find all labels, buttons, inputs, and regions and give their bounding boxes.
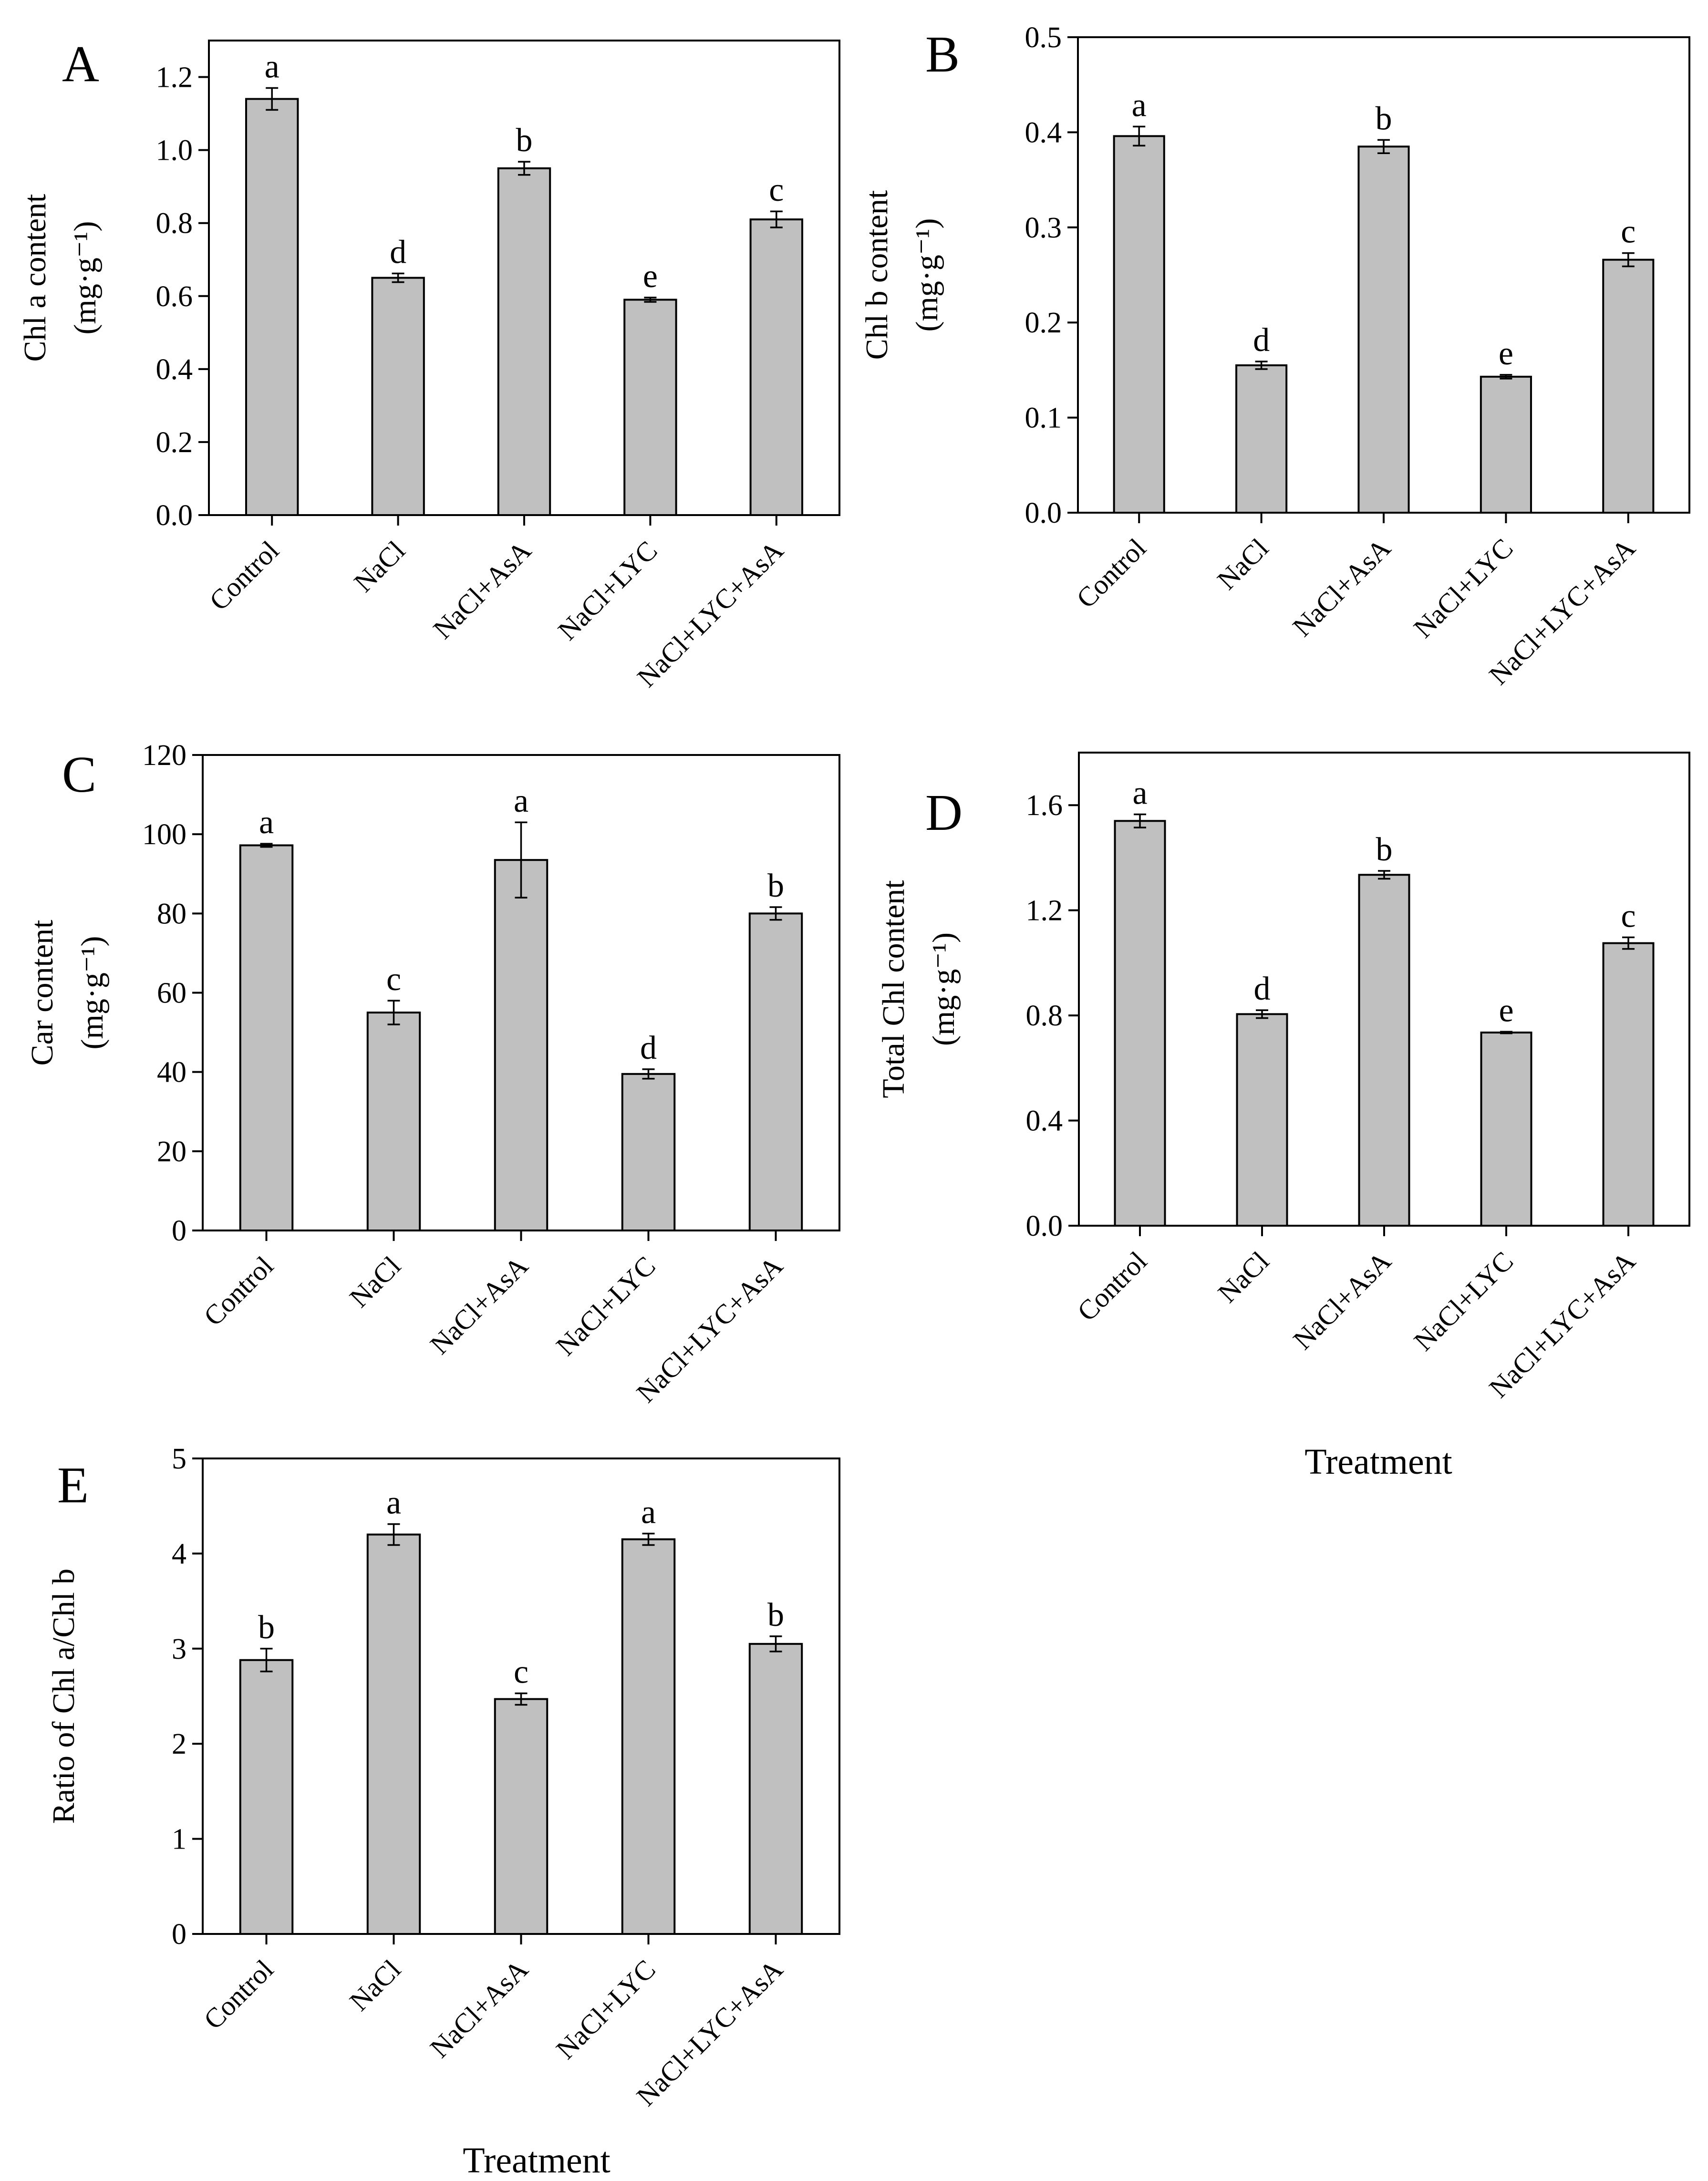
panel-b-y-tick-label: 0.4: [1025, 116, 1062, 149]
panel-a-bar-nacl: [371, 277, 425, 516]
panel-d-significance-control: a: [1132, 775, 1147, 812]
panel-a-y-tick-label: 0.8: [156, 207, 193, 240]
panel-d-bar-nacl-lyc: [1480, 1031, 1532, 1227]
panel-c-y-tick-label: 100: [142, 818, 186, 851]
panel-c-significance-control: a: [259, 804, 274, 841]
panel-d-significance-nacl-lyc: e: [1499, 992, 1513, 1029]
panel-a-bar-control: [245, 98, 299, 516]
panel-c-y-axis-title: Car content: [25, 920, 60, 1065]
panel-c-significance-nacl-asa: a: [514, 783, 528, 819]
panel-a-y-tick-label: 0.2: [156, 426, 193, 459]
panel-e-significance-nacl: a: [386, 1485, 401, 1521]
panel-e-bar-nacl: [366, 1533, 421, 1935]
panel-a-y-axis-title: Chl a content: [18, 194, 52, 362]
panel-d-y-tick-label: 0.4: [1026, 1105, 1063, 1137]
panel-a-significance-control: a: [265, 49, 279, 85]
panel-c-y-tick-label: 0: [172, 1215, 186, 1247]
panel-b-y-tick-label: 0.2: [1025, 307, 1062, 339]
panel-c-letter: C: [62, 746, 96, 803]
panel-b-bar-nacl-lyc-asa: [1602, 258, 1655, 514]
panel-c-significance-nacl-lyc-asa: b: [767, 868, 784, 904]
panel-b-y-tick-label: 0.5: [1025, 21, 1062, 54]
panel-b-y-axis-title: Chl b content: [859, 190, 894, 360]
panel-e-y-tick-label: 2: [172, 1728, 186, 1760]
panel-b-bar-control: [1113, 135, 1165, 514]
panel-c-significance-nacl-lyc: d: [640, 1030, 657, 1066]
panel-b-significance-nacl: d: [1253, 322, 1270, 359]
panel-d-significance-nacl-lyc-asa: c: [1621, 898, 1636, 934]
panel-c-y-tick-label: 80: [157, 898, 186, 930]
panel-b-bar-nacl: [1235, 364, 1288, 514]
panel-d-bar-control: [1114, 820, 1166, 1227]
panel-b-letter: B: [925, 26, 960, 83]
panel-b-bar-nacl-asa: [1357, 145, 1410, 514]
panel-b-bar-nacl-lyc: [1480, 375, 1532, 514]
panel-d-significance-nacl: d: [1254, 971, 1271, 1007]
panel-c-y-tick-label: 120: [142, 739, 186, 772]
panel-b-significance-nacl-asa: b: [1376, 100, 1392, 137]
panel-c-significance-nacl: c: [386, 961, 401, 998]
panel-a-letter: A: [62, 36, 99, 93]
panel-d-y-axis-unit: (mg·g⁻¹): [926, 932, 961, 1046]
panel-e-bar-nacl-lyc-asa: [748, 1643, 803, 1935]
panel-a-bar-nacl-lyc: [623, 299, 677, 517]
panel-c-bar-control: [239, 844, 294, 1232]
panel-e-y-tick-label: 1: [172, 1823, 186, 1856]
panel-a-significance-nacl-asa: b: [516, 122, 533, 159]
panel-a-significance-nacl-lyc-asa: c: [769, 172, 784, 208]
panel-a-y-tick-label: 1.0: [156, 134, 193, 167]
panel-b-significance-nacl-lyc-asa: c: [1621, 214, 1636, 250]
panel-b-y-axis-unit: (mg·g⁻¹): [910, 218, 944, 332]
panel-e-bar-nacl-asa: [494, 1698, 549, 1935]
panel-c-y-tick-label: 40: [157, 1056, 186, 1089]
panel-c-y-tick-label: 60: [157, 977, 186, 1010]
panel-a-significance-nacl-lyc: e: [643, 258, 658, 295]
panel-d-y-tick-label: 1.6: [1026, 789, 1063, 822]
panel-a-y-tick-label: 0.4: [156, 353, 193, 386]
panel-d-y-tick-label: 0.8: [1026, 1000, 1063, 1032]
panel-d-y-axis-title: Total Chl content: [876, 880, 911, 1098]
panel-e-y-tick-label: 0: [172, 1918, 186, 1951]
panel-a-y-axis-unit: (mg·g⁻¹): [68, 221, 103, 335]
panel-d-significance-nacl-asa: b: [1376, 831, 1393, 868]
panel-b-y-tick-label: 0.1: [1025, 402, 1062, 434]
panel-a-y-tick-label: 0.6: [156, 280, 193, 313]
panel-e-y-axis-title: Ratio of Chl a/Chl b: [46, 1569, 81, 1824]
panel-c-y-tick-label: 20: [157, 1136, 186, 1168]
panel-e-significance-control: b: [258, 1609, 275, 1646]
panel-e-significance-nacl-lyc-asa: b: [767, 1597, 784, 1633]
panel-d-bar-nacl-asa: [1358, 874, 1410, 1227]
panel-e-y-tick-label: 4: [172, 1538, 186, 1570]
panel-a-y-tick-label: 0.0: [156, 499, 193, 532]
panel-e-y-tick-label: 5: [172, 1443, 186, 1475]
panel-b-significance-control: a: [1132, 87, 1147, 124]
panel-a-y-tick-label: 1.2: [156, 62, 193, 94]
panel-d-bar-nacl: [1236, 1013, 1288, 1227]
panel-e-x-title: Treatment: [463, 2140, 611, 2181]
panel-a-bar-nacl-asa: [497, 167, 551, 516]
panel-c-bar-nacl-asa: [494, 859, 549, 1231]
panel-c-y-axis-unit: (mg·g⁻¹): [75, 936, 110, 1050]
panel-e-bar-control: [239, 1659, 294, 1935]
panel-a-significance-nacl: d: [390, 234, 406, 270]
panel-d-y-tick-label: 1.2: [1026, 895, 1063, 927]
panel-a-bar-nacl-lyc-asa: [749, 218, 804, 516]
panel-e-significance-nacl-lyc: a: [641, 1494, 656, 1531]
panel-e-bar-nacl-lyc: [621, 1538, 676, 1935]
panel-d-x-title: Treatment: [1304, 1442, 1452, 1482]
panel-c-bar-nacl-lyc: [621, 1073, 676, 1231]
panel-c-bar-nacl-lyc-asa: [748, 912, 803, 1232]
panel-c-bar-nacl: [366, 1012, 421, 1232]
panel-d-letter: D: [925, 785, 963, 841]
panel-b-significance-nacl-lyc: e: [1499, 335, 1513, 372]
panel-b-y-tick-label: 0.0: [1025, 497, 1062, 529]
panel-e-letter: E: [57, 1457, 89, 1514]
panel-d-y-tick-label: 0.0: [1026, 1210, 1063, 1242]
panel-d-bar-nacl-lyc-asa: [1602, 942, 1655, 1227]
panel-b-y-tick-label: 0.3: [1025, 212, 1062, 244]
panel-e-y-tick-label: 3: [172, 1633, 186, 1665]
panel-e-significance-nacl-asa: c: [514, 1654, 528, 1691]
